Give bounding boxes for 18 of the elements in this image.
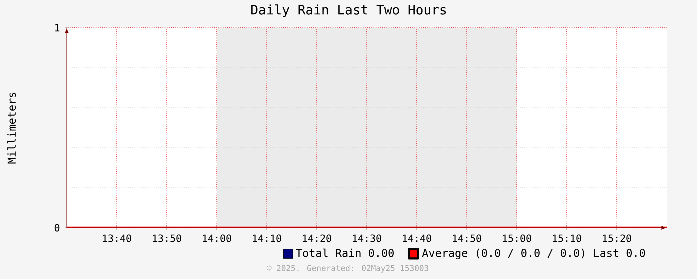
legend-label: Total Rain 0.00 <box>296 248 394 258</box>
chart-title: Daily Rain Last Two Hours <box>252 4 446 18</box>
x-tick-label: 15:10 <box>553 234 582 242</box>
x-tick-label: 13:50 <box>153 234 182 242</box>
x-tick-label: 14:20 <box>303 234 332 242</box>
x-tick-label: 15:00 <box>503 234 532 242</box>
x-tick-label: 14:30 <box>353 234 382 242</box>
y-tick-label: 0 <box>54 224 60 232</box>
x-tick-label: 14:40 <box>403 234 432 242</box>
x-tick-label: 15:20 <box>603 234 632 242</box>
x-tick-label: 14:10 <box>253 234 282 242</box>
legend-label: Average (0.0 / 0.0 / 0.0) Last 0.0 <box>422 248 646 260</box>
x-tick-label: 14:00 <box>203 234 232 242</box>
x-tick-label: 14:50 <box>453 234 482 242</box>
y-tick-label: 1 <box>55 24 60 32</box>
text: © 2025. Generated: 02May25 153003 <box>266 265 428 273</box>
y-axis-title: Millimeters <box>8 92 16 164</box>
x-tick-label: 13:40 <box>103 234 132 242</box>
